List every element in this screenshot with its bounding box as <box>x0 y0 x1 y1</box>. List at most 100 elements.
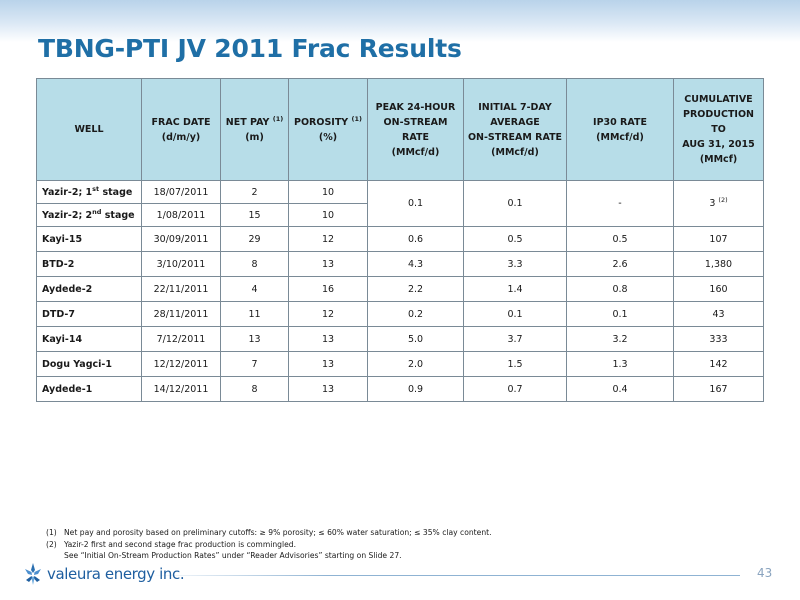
well-name: Dogu Yagci-1 <box>36 351 142 377</box>
porosity: 13 <box>288 326 368 352</box>
footnotes: (1) Net pay and porosity based on prelim… <box>46 527 492 562</box>
cumulative-production: 107 <box>673 226 764 252</box>
porosity: 13 <box>288 351 368 377</box>
table-row: Dogu Yagci-1 12/12/2011 7 13 2.0 1.5 1.3… <box>36 351 764 377</box>
header-cumulative-production: CUMULATIVE PRODUCTION TO AUG 31, 2015 (M… <box>673 78 764 181</box>
table-row-yazir-stage-1: Yazir-2; 1st stage 18/07/2011 2 10 0.1 0… <box>36 180 764 227</box>
peak-rate: 0.9 <box>367 376 464 402</box>
net-pay: 11 <box>220 301 289 327</box>
initial-rate: 0.7 <box>463 376 567 402</box>
net-pay: 15 <box>220 203 289 227</box>
frac-date: 3/10/2011 <box>141 251 221 277</box>
well-name: BTD-2 <box>36 251 142 277</box>
peak-rate: 5.0 <box>367 326 464 352</box>
ip30-rate: 2.6 <box>566 251 674 277</box>
well-name: Yazir-2; 1st stage <box>36 180 142 204</box>
net-pay: 4 <box>220 276 289 302</box>
page-number: 43 <box>757 566 773 580</box>
table-row: DTD-7 28/11/2011 11 12 0.2 0.1 0.1 43 <box>36 301 764 327</box>
header-well: WELL <box>36 78 142 181</box>
cumulative-production: 333 <box>673 326 764 352</box>
footnote-text: Yazir-2 first and second stage frac prod… <box>64 539 296 549</box>
table-row: Aydede-1 14/12/2011 8 13 0.9 0.7 0.4 167 <box>36 376 764 402</box>
well-name: Kayi-15 <box>36 226 142 252</box>
frac-date: 28/11/2011 <box>141 301 221 327</box>
ip30-rate: 1.3 <box>566 351 674 377</box>
cumulative-production: 43 <box>673 301 764 327</box>
well-name: Yazir-2; 2nd stage <box>36 203 142 227</box>
peak-rate: 2.2 <box>367 276 464 302</box>
well-name: Aydede-1 <box>36 376 142 402</box>
ip30-rate: 0.1 <box>566 301 674 327</box>
page-title: TBNG-PTI JV 2011 Frac Results <box>38 34 462 63</box>
peak-rate: 0.2 <box>367 301 464 327</box>
initial-rate: 3.7 <box>463 326 567 352</box>
table-row: Aydede-2 22/11/2011 4 16 2.2 1.4 0.8 160 <box>36 276 764 302</box>
porosity: 10 <box>288 180 368 204</box>
cumulative-production: 1,380 <box>673 251 764 277</box>
frac-date: 1/08/2011 <box>141 203 221 227</box>
company-name: valeura energy inc. <box>47 565 185 583</box>
footnote-1: (1) Net pay and porosity based on prelim… <box>46 527 492 539</box>
footnote-text: Net pay and porosity based on preliminar… <box>64 528 492 537</box>
net-pay: 13 <box>220 326 289 352</box>
valeura-logo-icon <box>25 563 41 585</box>
header-initial-7-day: INITIAL 7-DAY AVERAGE ON-STREAM RATE (MM… <box>463 78 567 181</box>
cumulative-production: 3 (2) <box>673 180 764 227</box>
ip30-rate: - <box>566 180 674 227</box>
well-name: Aydede-2 <box>36 276 142 302</box>
table-header-row: WELL FRAC DATE (d/m/y) NET PAY (1) (m) P… <box>36 78 764 181</box>
net-pay: 2 <box>220 180 289 204</box>
frac-date: 22/11/2011 <box>141 276 221 302</box>
porosity: 13 <box>288 251 368 277</box>
well-name: DTD-7 <box>36 301 142 327</box>
footnote-number: (2) <box>46 539 57 549</box>
porosity: 16 <box>288 276 368 302</box>
peak-rate: 2.0 <box>367 351 464 377</box>
ip30-rate: 0.4 <box>566 376 674 402</box>
well-name: Kayi-14 <box>36 326 142 352</box>
header-frac-date: FRAC DATE (d/m/y) <box>141 78 221 181</box>
frac-date: 14/12/2011 <box>141 376 221 402</box>
ip30-rate: 3.2 <box>566 326 674 352</box>
footnote-2-continued: See “Initial On-Stream Production Rates”… <box>64 551 402 560</box>
header-peak-24-hour: PEAK 24-HOUR ON-STREAM RATE (MMcf/d) <box>367 78 464 181</box>
net-pay: 7 <box>220 351 289 377</box>
header-net-pay: NET PAY (1) (m) <box>220 78 289 181</box>
frac-date: 18/07/2011 <box>141 180 221 204</box>
net-pay: 29 <box>220 226 289 252</box>
net-pay: 8 <box>220 376 289 402</box>
ip30-rate: 0.5 <box>566 226 674 252</box>
peak-rate: 0.6 <box>367 226 464 252</box>
frac-date: 7/12/2011 <box>141 326 221 352</box>
initial-rate: 0.1 <box>463 301 567 327</box>
cumulative-production: 142 <box>673 351 764 377</box>
frac-results-table: WELL FRAC DATE (d/m/y) NET PAY (1) (m) P… <box>36 78 764 402</box>
table-row: Kayi-14 7/12/2011 13 13 5.0 3.7 3.2 333 <box>36 326 764 352</box>
footnote-2: (2) Yazir-2 first and second stage frac … <box>46 539 492 551</box>
initial-rate: 1.5 <box>463 351 567 377</box>
net-pay: 8 <box>220 251 289 277</box>
porosity: 13 <box>288 376 368 402</box>
table-row: Kayi-15 30/09/2011 29 12 0.6 0.5 0.5 107 <box>36 226 764 252</box>
initial-rate: 3.3 <box>463 251 567 277</box>
frac-date: 30/09/2011 <box>141 226 221 252</box>
cumulative-production: 167 <box>673 376 764 402</box>
porosity: 12 <box>288 226 368 252</box>
initial-rate: 0.5 <box>463 226 567 252</box>
table-row: BTD-2 3/10/2011 8 13 4.3 3.3 2.6 1,380 <box>36 251 764 277</box>
header-porosity: POROSITY (1) (%) <box>288 78 368 181</box>
peak-rate: 0.1 <box>367 180 464 227</box>
frac-date: 12/12/2011 <box>141 351 221 377</box>
footer-divider <box>150 575 740 576</box>
cumulative-production: 160 <box>673 276 764 302</box>
top-banner <box>0 0 800 42</box>
footnote-number: (1) <box>46 528 57 537</box>
porosity: 10 <box>288 203 368 227</box>
header-ip30-rate: IP30 RATE (MMcf/d) <box>566 78 674 181</box>
initial-rate: 1.4 <box>463 276 567 302</box>
peak-rate: 4.3 <box>367 251 464 277</box>
porosity: 12 <box>288 301 368 327</box>
initial-rate: 0.1 <box>463 180 567 227</box>
company-logo: valeura energy inc. <box>22 561 185 587</box>
